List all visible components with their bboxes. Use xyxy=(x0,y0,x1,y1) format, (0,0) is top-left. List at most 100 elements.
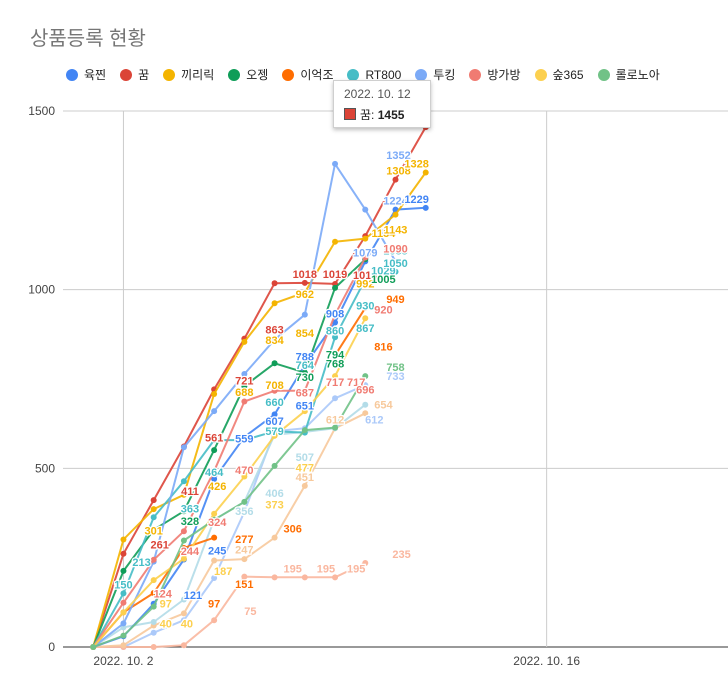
extra-series-point-2 xyxy=(241,556,248,563)
extra-series-point-3 xyxy=(150,618,157,625)
data-label: 40 xyxy=(181,619,193,631)
data-label: 75 xyxy=(244,606,256,618)
series-point-1 xyxy=(271,280,278,287)
series-point-1 xyxy=(120,550,127,557)
data-label: 660 xyxy=(265,397,283,409)
legend-item-1[interactable]: 꿈 xyxy=(120,66,149,83)
extra-series-point-1 xyxy=(362,560,369,567)
data-label: 768 xyxy=(326,359,344,371)
tooltip-value: 꿈: 1455 xyxy=(360,108,405,122)
data-label: 696 xyxy=(356,384,374,396)
data-label: 235 xyxy=(392,549,410,561)
extra-series-point-1 xyxy=(211,617,218,624)
series-point-2 xyxy=(362,235,369,242)
extra-series-point-2 xyxy=(301,482,308,489)
data-label: 306 xyxy=(284,524,302,536)
data-label: 612 xyxy=(365,414,383,426)
series-point-8 xyxy=(332,373,339,380)
tooltip-number: 1455 xyxy=(377,108,405,122)
data-label: 124 xyxy=(154,589,173,601)
data-label: 324 xyxy=(208,517,227,529)
series-point-9 xyxy=(211,516,218,523)
data-label: 470 xyxy=(235,465,253,477)
y-tick-label: 1500 xyxy=(28,104,55,118)
series-point-9 xyxy=(271,462,278,469)
series-point-5 xyxy=(241,437,248,444)
tooltip-date: 2022. 10. 12 xyxy=(344,87,411,101)
series-point-6 xyxy=(332,160,339,167)
data-label: 708 xyxy=(265,380,283,392)
legend-item-8[interactable]: 숲365 xyxy=(534,66,584,83)
data-label: 356 xyxy=(235,506,253,518)
legend-swatch xyxy=(347,68,360,81)
series-line-4 xyxy=(92,307,367,648)
data-label: 1079 xyxy=(353,247,377,259)
legend-swatch xyxy=(228,68,241,81)
legend-swatch xyxy=(66,68,78,81)
data-label: 406 xyxy=(265,488,283,500)
data-label: 150 xyxy=(114,579,132,591)
legend-label: 꿈 xyxy=(138,68,150,82)
data-label: 717 xyxy=(326,377,344,389)
data-label: 1328 xyxy=(404,158,428,170)
series-point-9 xyxy=(301,427,308,434)
data-label: 195 xyxy=(317,563,335,575)
legend-label: 오젱 xyxy=(246,68,269,82)
data-label: 301 xyxy=(145,525,163,537)
series-point-1 xyxy=(150,497,157,504)
legend-item-0[interactable]: 육찐 xyxy=(66,66,106,83)
series-line-9 xyxy=(92,375,367,648)
data-label: 992 xyxy=(356,279,374,291)
legend-item-6[interactable]: 투킹 xyxy=(415,66,455,83)
series-point-2 xyxy=(422,169,429,176)
legend-swatch xyxy=(469,68,482,81)
extra-series-point-0 xyxy=(150,629,157,636)
series-point-0 xyxy=(271,411,278,418)
series-line-0 xyxy=(92,206,426,648)
legend-label: 육찐 xyxy=(84,68,107,82)
legend-label: 끼리릭 xyxy=(181,68,215,82)
series-point-0 xyxy=(211,476,218,483)
series-point-2 xyxy=(392,211,399,218)
series-line-8 xyxy=(92,317,367,648)
series-point-7 xyxy=(150,556,157,563)
series-point-3 xyxy=(180,508,187,515)
legend-item-3[interactable]: 오젱 xyxy=(228,66,268,83)
legend-item-5[interactable]: RT800 xyxy=(347,68,401,82)
legend-item-4[interactable]: 이억조 xyxy=(282,66,333,83)
series-point-8 xyxy=(241,473,248,480)
series-point-0 xyxy=(422,204,429,211)
legend-item-9[interactable]: 롤로노아 xyxy=(597,66,660,83)
series-point-1 xyxy=(392,176,399,183)
series-point-2 xyxy=(301,289,308,296)
series-point-2 xyxy=(180,491,187,498)
data-label: 834 xyxy=(265,335,284,347)
series-point-7 xyxy=(211,468,218,475)
data-label: 464 xyxy=(205,467,224,479)
data-label: 328 xyxy=(181,516,199,528)
series-point-6 xyxy=(180,444,187,451)
series-point-8 xyxy=(301,408,308,415)
legend-swatch xyxy=(597,68,610,81)
extra-series-point-2 xyxy=(211,557,218,564)
data-label: 247 xyxy=(235,545,253,557)
data-label: 363 xyxy=(181,503,199,515)
extra-series-line-0 xyxy=(93,384,366,648)
series-point-9 xyxy=(90,644,97,650)
data-label: 277 xyxy=(235,534,253,546)
extra-series-line-2 xyxy=(93,412,366,648)
series-point-8 xyxy=(362,315,369,322)
data-label: 477 xyxy=(296,463,314,475)
extra-series-point-1 xyxy=(271,574,278,581)
series-point-6 xyxy=(271,336,278,343)
data-label: 195 xyxy=(347,563,365,575)
series-line-1 xyxy=(92,126,427,648)
series-point-5 xyxy=(362,276,369,283)
tooltip: 2022. 10. 12 꿈: 1455 xyxy=(333,80,431,128)
extra-series-point-1 xyxy=(301,574,308,581)
series-point-2 xyxy=(241,338,248,345)
chart-title: 상품등록 현황 xyxy=(30,28,146,50)
legend-item-7[interactable]: 방가방 xyxy=(469,66,521,83)
x-tick-label: 2022. 10. 16 xyxy=(513,654,580,668)
legend-item-2[interactable]: 끼리릭 xyxy=(163,66,214,83)
